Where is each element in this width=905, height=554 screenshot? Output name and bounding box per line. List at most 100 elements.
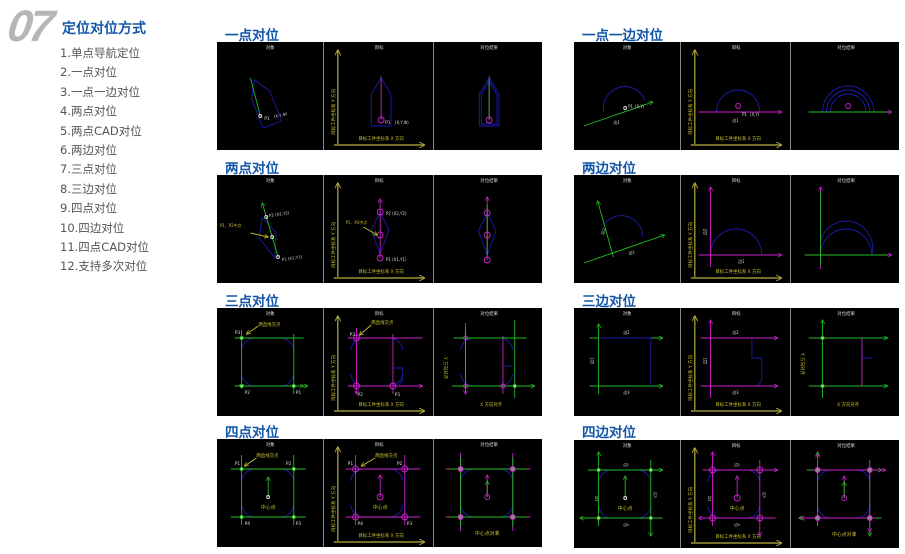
- point-marker: [266, 495, 271, 499]
- point-marker: [820, 336, 825, 340]
- method-item: 8.三边对位: [60, 181, 117, 196]
- label: 两直线交点: [256, 452, 279, 459]
- point-marker: [270, 235, 275, 239]
- label: 目标工件坐标系 X 方向: [359, 268, 405, 275]
- label: 边3: [623, 390, 630, 395]
- point-marker: [483, 256, 491, 264]
- outline: [598, 469, 652, 519]
- method-item: 10.四边对位: [60, 220, 125, 235]
- label: 边2: [703, 228, 708, 235]
- point-marker: [648, 468, 653, 472]
- label: 目标工件坐标系 X 方向: [359, 401, 405, 408]
- label: 边3: [733, 390, 740, 395]
- label: 目标工件坐标系 X 方向: [359, 135, 405, 142]
- point-marker: [596, 468, 601, 472]
- point-marker: [709, 514, 717, 522]
- panel-object: 对象 P1 (X,Y) 边1: [574, 42, 682, 150]
- label: 边4: [735, 522, 741, 527]
- label: 中心点: [373, 504, 388, 511]
- diagram-one-edge: 对象 P1 (X,Y) 边1 目标 目标工件坐标系 Y 方向 目标工件坐标系 X 方向 P1(…: [574, 42, 899, 150]
- point-marker: [483, 209, 491, 217]
- diagram-four-edge: 对象 中心点 边2 边1 边3 边4 目标 目标工件坐标系 Y 方向 目标工件坐标系 X 方向中…: [574, 440, 899, 548]
- label: P1: [348, 461, 354, 467]
- label: 对象: [623, 177, 632, 184]
- label: 边1: [613, 120, 620, 125]
- point-marker: [291, 384, 296, 388]
- point-marker: [258, 114, 263, 118]
- section-title: 一点一边对位: [582, 28, 663, 44]
- outline: [250, 79, 283, 129]
- label: 目标: [732, 310, 741, 317]
- section-title: 三边对位: [582, 294, 636, 310]
- label: 中心点: [618, 505, 633, 512]
- label: P2: [358, 392, 364, 398]
- label: 对位结果: [480, 310, 498, 317]
- label: P3: [296, 521, 302, 527]
- outline: [603, 215, 644, 238]
- label: P1: [264, 116, 270, 122]
- point-marker: [734, 494, 741, 502]
- label: P1、P2中点: [346, 220, 368, 225]
- label: Y 方向对齐: [442, 356, 449, 380]
- label: 目标工件坐标系 X 方向: [359, 532, 405, 539]
- panel-result: 对位结果: [435, 175, 542, 283]
- label: 边3: [762, 492, 767, 498]
- point-marker: [648, 516, 653, 520]
- diagram-three-edge: 对象 边2 边1 边3 目标 目标工件坐标系 Y 方向 目标工件坐标系 X 方向 边2 边1 边3…: [574, 308, 899, 416]
- panel-result: 对位结果: [792, 42, 899, 150]
- point-marker: [483, 494, 490, 500]
- outline: [241, 468, 295, 518]
- outline: [816, 469, 870, 519]
- line: [598, 201, 614, 258]
- label: P2 (X2,Y2): [269, 210, 290, 218]
- label: P2: [397, 461, 403, 467]
- line: [583, 102, 653, 127]
- label: P1 (X1,Y1): [281, 254, 302, 262]
- point-marker: [512, 384, 517, 388]
- label: P1: [742, 112, 747, 117]
- outline: [710, 337, 763, 387]
- outline: [371, 77, 392, 127]
- section-title: 一点对位: [225, 28, 279, 44]
- point-marker: [352, 465, 360, 473]
- method-item: 11.四点CAD对位: [60, 239, 150, 254]
- point-marker: [866, 467, 873, 473]
- label: P1: [628, 104, 633, 109]
- panel-result: 对位结果: [792, 175, 899, 283]
- point-marker: [509, 514, 516, 520]
- label: 目标: [375, 44, 384, 51]
- label: 对象: [623, 310, 632, 317]
- outline: [480, 80, 498, 125]
- label: 目标工件坐标系 Y 方向: [687, 88, 694, 135]
- label: 对象: [266, 310, 275, 317]
- point-marker: [500, 383, 506, 389]
- point-marker: [239, 384, 244, 388]
- point-marker: [623, 106, 628, 110]
- label: (X,Y,Φ): [273, 111, 288, 119]
- diagram-two-edge: 对象 边2 边1 目标 目标工件坐标系 Y 方向 目标工件坐标系 X 方向 边2 边1 对位结果: [574, 175, 899, 283]
- page-title: 定位对位方式: [62, 21, 146, 37]
- outline: [822, 337, 872, 359]
- line: [360, 324, 372, 335]
- label: P1 (X1,Y1): [386, 257, 407, 262]
- label: 中心点对准: [475, 530, 500, 537]
- outline: [707, 469, 761, 519]
- label: 两直线交点: [258, 321, 281, 328]
- label: 目标工件坐标系 Y 方向: [330, 221, 337, 268]
- point-marker: [377, 493, 384, 501]
- point-marker: [709, 466, 717, 474]
- point-marker: [291, 515, 296, 519]
- label: 边2: [735, 462, 741, 467]
- label: 对象: [266, 441, 275, 448]
- outline: [393, 367, 404, 387]
- method-item: 4.两点对位: [60, 104, 117, 119]
- outline: [258, 217, 277, 260]
- point-marker: [814, 515, 821, 521]
- label: 目标工件坐标系 Y 方向: [687, 221, 694, 268]
